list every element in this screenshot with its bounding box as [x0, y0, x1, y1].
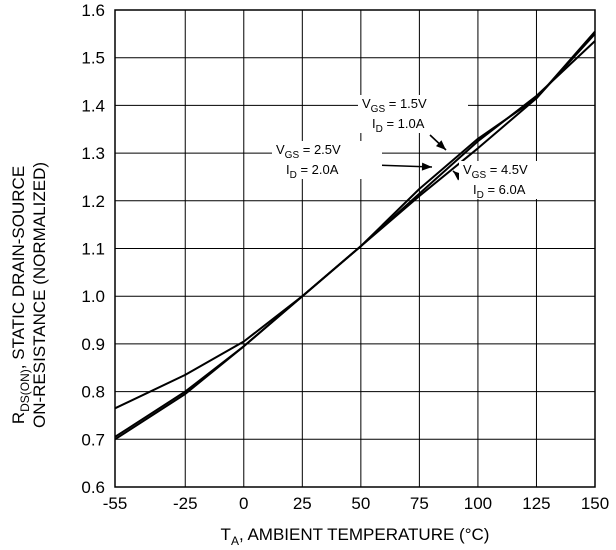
id-value: = 2.0A: [297, 162, 339, 177]
x-axis-label-main: T: [221, 525, 231, 544]
y-tick-label: 1.0: [81, 287, 105, 306]
series-line-2: [114, 33, 596, 438]
annotation-id: ID = 6.0A: [473, 182, 526, 201]
id-value: = 6.0A: [484, 182, 526, 197]
id-subscript: D: [290, 170, 297, 181]
annotation-bg: [272, 141, 382, 179]
vgs-subscript: GS: [285, 150, 300, 161]
series-line-1: [114, 40, 596, 410]
annotation-vgs: VGS = 1.5V: [362, 96, 427, 115]
series-line-3: [114, 30, 596, 441]
id-subscript: D: [477, 190, 484, 201]
annotation-vgs: VGS = 2.5V: [276, 142, 341, 161]
y-tick-label: 1.6: [81, 1, 105, 20]
y-axis-label-sub: DS(ON): [18, 369, 32, 412]
vgs-symbol: V: [362, 96, 371, 111]
x-tick-label: 125: [522, 494, 550, 513]
vgs-value: = 2.5V: [299, 142, 341, 157]
vgs-symbol: V: [463, 162, 472, 177]
tick-labels: -55 -25 0 25 50 75 100 125 150 0.6 0.7 0.8 0.9 1.0 1.1…: [81, 1, 609, 513]
y-tick-label: 0.8: [81, 383, 105, 402]
annotation-bg: [358, 95, 468, 133]
x-tick-label: 0: [239, 494, 248, 513]
id-symbol: I: [473, 182, 477, 197]
id-symbol: I: [286, 162, 290, 177]
annotation-arrowhead-2: [421, 162, 432, 171]
y-tick-label: 1.3: [81, 144, 105, 163]
vgs-subscript: GS: [472, 170, 487, 181]
series-layer: [114, 30, 596, 441]
x-axis-label-rest: , AMBIENT TEMPERATURE (°C): [239, 525, 490, 544]
vgs-value: = 4.5V: [486, 162, 528, 177]
vgs-value: = 1.5V: [385, 96, 427, 111]
x-axis-label-sub: A: [231, 534, 239, 548]
y-tick-label: 1.1: [81, 240, 105, 259]
id-subscript: D: [376, 124, 383, 135]
x-axis-label: TA, AMBIENT TEMPERATURE (°C): [221, 525, 490, 548]
svg-text:RDS(ON), STATIC DRAIN-SOURCE: RDS(ON), STATIC DRAIN-SOURCE: [9, 166, 32, 424]
x-tick-label: 50: [351, 494, 370, 513]
id-symbol: I: [372, 116, 376, 131]
annotation-id: ID = 1.0A: [372, 116, 425, 135]
annotation-vgs: VGS = 4.5V: [463, 162, 528, 181]
annotation-id: ID = 2.0A: [286, 162, 339, 181]
y-axis-label-line2: ON-RESISTANCE (NORMALIZED): [30, 162, 49, 428]
y-tick-label: 0.7: [81, 430, 105, 449]
x-tick-label: 25: [293, 494, 312, 513]
annotation-arrowhead-1: [435, 140, 446, 150]
id-value: = 1.0A: [383, 116, 425, 131]
vgs-subscript: GS: [371, 104, 386, 115]
y-tick-label: 1.2: [81, 192, 105, 211]
x-tick-label: -55: [103, 494, 128, 513]
y-tick-label: 0.6: [81, 478, 105, 497]
vgs-symbol: V: [276, 142, 285, 157]
x-tick-label: 150: [581, 494, 609, 513]
y-tick-label: 0.9: [81, 335, 105, 354]
x-tick-label: 100: [464, 494, 492, 513]
plot-frame: [114, 9, 596, 488]
y-axis-label: RDS(ON), STATIC DRAIN-SOURCE ON-RESISTAN…: [9, 162, 49, 428]
y-axis-label-rest: , STATIC DRAIN-SOURCE: [9, 166, 28, 369]
annotation-bg: [459, 161, 569, 199]
x-tick-label: 75: [410, 494, 429, 513]
grid: [114, 9, 596, 488]
y-tick-label: 1.5: [81, 49, 105, 68]
x-tick-label: -25: [173, 494, 198, 513]
annotation-arrowhead-3: [453, 171, 464, 181]
y-axis-label-main: R: [9, 412, 28, 424]
y-tick-label: 1.4: [81, 96, 105, 115]
